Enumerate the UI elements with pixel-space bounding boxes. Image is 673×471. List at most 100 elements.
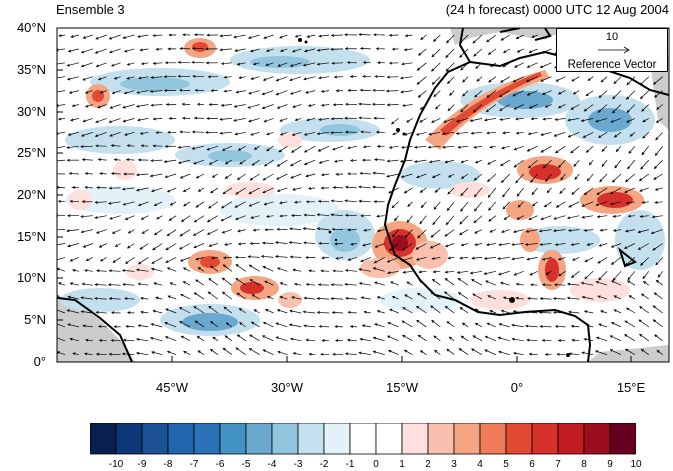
wind-vector-arrow	[206, 33, 218, 37]
wind-vector-arrow	[262, 76, 274, 81]
wind-vector-arrow	[99, 90, 107, 94]
colorbar-tick-label: 1	[399, 459, 405, 470]
wind-vector-arrow	[447, 187, 455, 195]
wind-vector-arrow	[583, 310, 594, 314]
wind-vector-arrow	[236, 292, 246, 300]
wind-vector-arrow	[624, 334, 636, 342]
wind-vector-arrow	[57, 104, 66, 107]
wind-vector-arrow	[652, 243, 663, 251]
wind-vector-arrow	[289, 255, 302, 259]
wind-vector-arrow	[330, 131, 344, 135]
wind-vector-arrow	[473, 201, 483, 212]
wind-vector-arrow	[347, 88, 357, 92]
wind-vector-arrow	[224, 335, 233, 342]
wind-vector-arrow	[516, 48, 524, 53]
wind-vector-arrow	[335, 89, 344, 93]
wind-vector-arrow	[80, 296, 93, 300]
wind-vector-arrow	[139, 48, 149, 52]
wind-vector-arrow	[262, 173, 274, 181]
wind-vector-arrow	[279, 34, 288, 39]
wind-vector-arrow	[223, 306, 233, 314]
wind-vector-arrow	[320, 89, 330, 93]
wind-vector-arrow	[400, 145, 413, 149]
wind-vector-arrow	[166, 267, 177, 272]
wind-vector-arrow	[376, 310, 385, 314]
wind-vector-arrow	[276, 187, 288, 192]
wind-vector-arrow	[83, 352, 93, 356]
wind-vector-arrow	[627, 271, 636, 281]
lat-label-30n: 30°N	[16, 104, 46, 119]
wind-vector-arrow	[125, 257, 135, 264]
wind-vector-arrow	[374, 281, 385, 286]
wind-vector-arrow	[57, 336, 66, 342]
wind-vector-arrow	[614, 159, 622, 169]
wind-vector-arrow	[515, 131, 524, 135]
wind-vector-arrow	[263, 201, 274, 206]
wind-vector-arrow	[498, 243, 510, 247]
wind-vector-arrow	[137, 118, 149, 122]
wind-vector-arrow	[513, 145, 524, 151]
colorbar-tick-label: -8	[163, 459, 173, 470]
wind-vector-arrow	[237, 229, 246, 233]
wind-vector-arrow	[558, 271, 566, 277]
wind-vector-arrow	[486, 243, 496, 247]
wind-vector-arrow	[469, 270, 483, 275]
wind-vector-arrow	[205, 61, 218, 65]
wind-vector-arrow	[251, 159, 260, 166]
wind-vector-arrow	[111, 229, 121, 234]
wind-vector-arrow	[317, 199, 330, 203]
colorbar-tick-label: -6	[215, 459, 225, 470]
wind-vector-arrow	[80, 145, 93, 149]
wind-vector-arrow	[225, 322, 233, 328]
wind-vector-arrow	[497, 336, 510, 342]
wind-vector-arrow	[638, 333, 650, 342]
wind-vector-arrow	[626, 104, 636, 114]
lon-label-15e: 15°E	[616, 380, 646, 395]
wind-vector-arrow	[125, 158, 135, 162]
wind-vector-arrow	[98, 243, 107, 248]
wind-vector-arrow	[655, 279, 663, 286]
wind-vector-arrow	[153, 201, 163, 206]
wind-vector-arrow	[275, 322, 288, 328]
wind-vector-arrow	[525, 229, 538, 233]
wind-vector-arrow	[375, 47, 385, 51]
wind-vector-arrow	[358, 185, 371, 189]
wind-vector-arrow	[596, 215, 608, 219]
wind-vector-arrow	[571, 338, 580, 342]
wind-vector-arrow	[461, 322, 469, 328]
wind-vector-arrow	[316, 297, 330, 301]
wind-vector-arrow	[539, 324, 552, 328]
colorbar-swatch	[323, 423, 351, 455]
wind-vector-arrow	[628, 145, 636, 154]
colorbar-swatch	[90, 423, 117, 455]
wind-vector-arrow	[552, 229, 566, 233]
wind-vector-arrow	[541, 90, 552, 95]
wind-vector-arrow	[346, 338, 357, 342]
wind-vector-arrow	[572, 257, 580, 261]
wind-vector-arrow	[193, 306, 205, 314]
wind-vector-arrow	[248, 187, 260, 195]
wind-vector-arrow	[372, 102, 385, 106]
wind-vector-arrow	[332, 103, 344, 107]
wind-vector-arrow	[344, 130, 357, 134]
wind-vector-arrow	[250, 131, 260, 136]
lon-label-0: 0°	[510, 380, 524, 395]
wind-vector-arrow	[135, 104, 149, 108]
wind-vector-arrow	[275, 76, 288, 82]
wind-vector-arrow	[197, 187, 205, 192]
wind-vector-arrow	[502, 131, 510, 135]
wind-vector-arrow	[330, 297, 344, 301]
wind-vector-arrow	[263, 159, 274, 167]
wind-vector-arrow	[372, 267, 385, 272]
title-right: (24 h forecast) 0000 UTC 12 Aug 2004	[445, 2, 669, 17]
wind-vector-arrow	[583, 228, 594, 232]
wind-vector-arrow	[347, 310, 357, 314]
wind-vector-arrow	[96, 186, 107, 190]
wind-vector-arrow	[570, 243, 580, 246]
land-mask-south-america	[57, 300, 135, 362]
wind-vector-arrow	[109, 215, 121, 220]
wind-vector-arrow	[137, 34, 149, 38]
wind-vector-arrow	[390, 281, 399, 286]
wind-vector-arrow	[655, 257, 663, 266]
wind-vector-arrow	[391, 296, 399, 300]
